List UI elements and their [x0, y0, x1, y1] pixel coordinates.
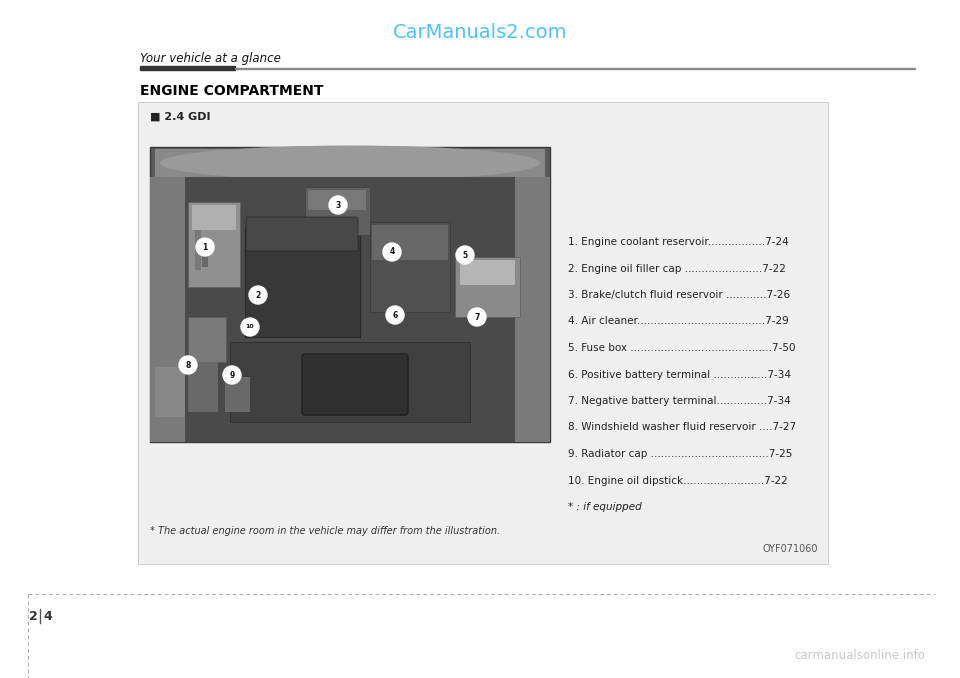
- Text: 4: 4: [390, 247, 395, 256]
- Text: 4. Air cleaner......................................7-29: 4. Air cleaner..........................…: [568, 317, 789, 327]
- Bar: [202, 237, 208, 267]
- Bar: [515, 177, 550, 442]
- Bar: [188, 362, 218, 412]
- Bar: [370, 222, 450, 312]
- Circle shape: [383, 243, 401, 261]
- Text: 7. Negative battery terminal...............7-34: 7. Negative battery terminal............…: [568, 396, 791, 406]
- Text: 2: 2: [255, 290, 260, 300]
- Text: 8: 8: [185, 361, 191, 370]
- Text: CarManuals2.com: CarManuals2.com: [393, 22, 567, 41]
- Bar: [138, 102, 828, 564]
- Bar: [305, 187, 370, 235]
- Circle shape: [196, 238, 214, 256]
- Text: 9. Radiator cap ...................................7-25: 9. Radiator cap ........................…: [568, 449, 792, 459]
- Text: 6. Positive battery terminal ................7-34: 6. Positive battery terminal ...........…: [568, 370, 791, 380]
- Text: carmanualsonline.info: carmanualsonline.info: [794, 649, 925, 662]
- Circle shape: [468, 308, 486, 326]
- FancyBboxPatch shape: [246, 217, 358, 251]
- Bar: [185, 177, 515, 442]
- Bar: [245, 227, 360, 337]
- Bar: [155, 367, 185, 417]
- Circle shape: [386, 306, 404, 324]
- Text: 7: 7: [474, 313, 480, 321]
- Text: Your vehicle at a glance: Your vehicle at a glance: [140, 52, 281, 65]
- Bar: [460, 260, 515, 285]
- Circle shape: [179, 356, 197, 374]
- Text: 6: 6: [393, 311, 397, 319]
- Bar: [140, 66, 235, 70]
- Text: OYF071060: OYF071060: [762, 544, 818, 554]
- Text: 10: 10: [246, 325, 254, 330]
- Bar: [195, 230, 201, 270]
- Text: 1: 1: [203, 243, 207, 252]
- Bar: [225, 377, 250, 412]
- Text: 8. Windshield washer fluid reservoir ....7-27: 8. Windshield washer fluid reservoir ...…: [568, 422, 796, 433]
- Text: 4: 4: [43, 610, 52, 623]
- Bar: [192, 205, 236, 230]
- Circle shape: [223, 366, 241, 384]
- Text: 9: 9: [229, 370, 234, 380]
- Text: 3. Brake/clutch fluid reservoir ............7-26: 3. Brake/clutch fluid reservoir ........…: [568, 290, 790, 300]
- Circle shape: [329, 196, 347, 214]
- Text: 5: 5: [463, 250, 468, 260]
- Bar: [455, 257, 520, 317]
- Bar: [188, 202, 240, 287]
- Text: ENGINE COMPARTMENT: ENGINE COMPARTMENT: [140, 84, 324, 98]
- Text: 2. Engine oil filler cap .......................7-22: 2. Engine oil filler cap ...............…: [568, 264, 786, 273]
- Text: * The actual engine room in the vehicle may differ from the illustration.: * The actual engine room in the vehicle …: [150, 526, 500, 536]
- FancyBboxPatch shape: [302, 354, 408, 415]
- Bar: [230, 342, 470, 422]
- Text: ■ 2.4 GDI: ■ 2.4 GDI: [150, 112, 210, 122]
- Bar: [308, 190, 366, 210]
- Circle shape: [241, 318, 259, 336]
- Text: 3: 3: [335, 201, 341, 210]
- Text: * : if equipped: * : if equipped: [568, 502, 641, 512]
- Bar: [155, 149, 545, 177]
- Bar: [150, 177, 185, 442]
- Text: 2: 2: [29, 610, 38, 623]
- Circle shape: [456, 246, 474, 264]
- Text: 5. Fuse box ..........................................7-50: 5. Fuse box ............................…: [568, 343, 796, 353]
- Bar: [150, 147, 550, 442]
- Text: 10. Engine oil dipstick........................7-22: 10. Engine oil dipstick.................…: [568, 475, 788, 485]
- Ellipse shape: [160, 146, 540, 180]
- Text: 1. Engine coolant reservoir.................7-24: 1. Engine coolant reservoir.............…: [568, 237, 789, 247]
- Bar: [372, 225, 448, 260]
- Bar: [188, 317, 226, 362]
- Circle shape: [249, 286, 267, 304]
